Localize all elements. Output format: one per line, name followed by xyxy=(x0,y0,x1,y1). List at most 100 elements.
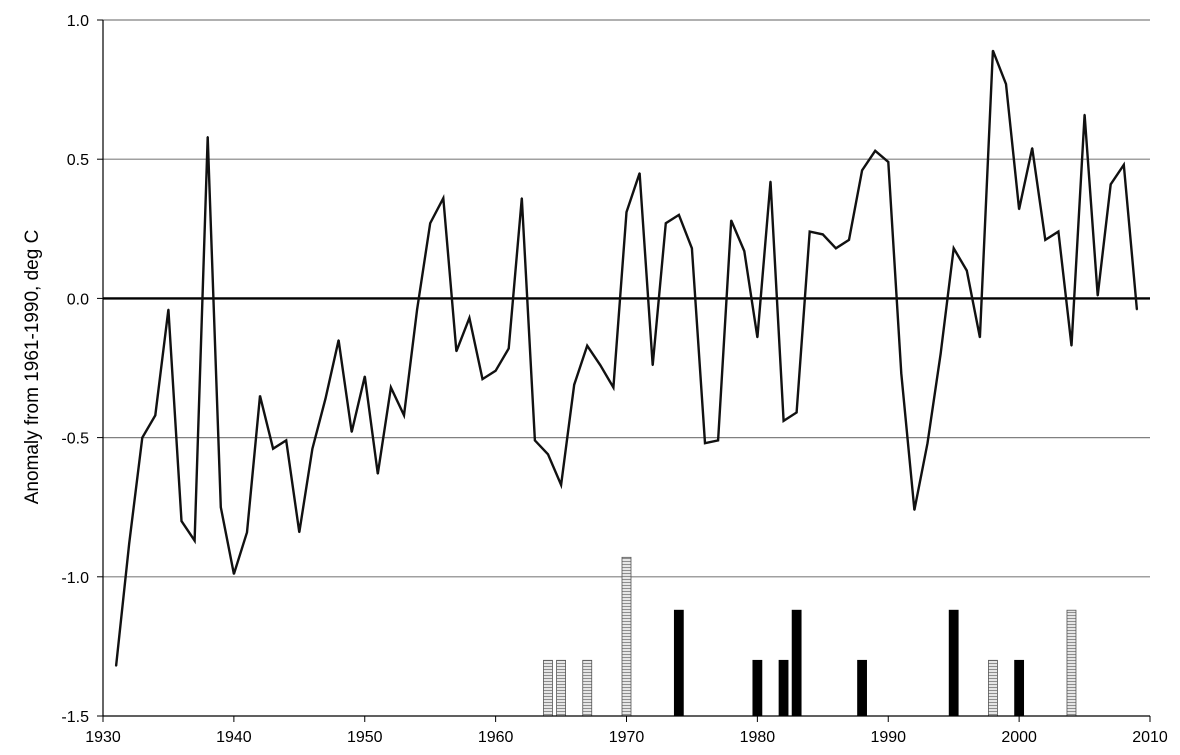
data-point xyxy=(219,506,222,509)
data-point xyxy=(704,442,706,445)
data-point xyxy=(285,439,288,442)
data-point xyxy=(573,383,576,386)
data-point xyxy=(756,336,759,339)
data-point xyxy=(429,222,432,225)
data-point xyxy=(808,230,811,233)
data-point xyxy=(259,394,261,397)
gridlines xyxy=(103,19,1150,578)
data-point xyxy=(952,247,955,250)
solid-bar xyxy=(752,659,763,717)
x-tick-label: 2000 xyxy=(1001,729,1037,746)
hatched-bar xyxy=(582,659,593,717)
data-point xyxy=(625,211,628,213)
data-point xyxy=(848,239,850,241)
data-point xyxy=(900,372,903,375)
data-point xyxy=(638,172,641,175)
data-point xyxy=(494,369,497,372)
data-point xyxy=(455,350,458,353)
data-point xyxy=(141,436,144,439)
data-point xyxy=(782,419,785,422)
data-point xyxy=(926,442,929,445)
data-point xyxy=(115,664,117,667)
anomaly-series xyxy=(114,49,1139,667)
data-point xyxy=(978,336,981,339)
data-point xyxy=(1083,113,1086,116)
y-axis-label: Anomaly from 1961-1990, deg C xyxy=(22,230,43,505)
x-tick-label: 1970 xyxy=(609,729,645,746)
data-point xyxy=(180,520,183,523)
data-point xyxy=(651,364,654,367)
data-point xyxy=(272,447,275,450)
data-point xyxy=(677,213,680,216)
data-point xyxy=(246,531,248,534)
x-tick-label: 1950 xyxy=(347,729,383,746)
hatched-bar xyxy=(988,659,998,717)
data-point xyxy=(717,439,720,442)
solid-bar xyxy=(673,609,684,717)
data-point xyxy=(206,136,209,138)
data-point xyxy=(533,439,536,442)
data-point xyxy=(1044,239,1047,241)
y-tick-label: -1.0 xyxy=(61,570,89,587)
data-point xyxy=(403,414,405,417)
data-point xyxy=(861,169,863,172)
y-tick-label: 0.5 xyxy=(67,152,89,169)
data-point xyxy=(743,250,746,252)
data-point xyxy=(298,531,301,534)
solid-bar xyxy=(791,609,802,717)
data-point xyxy=(507,347,510,350)
x-tick-label: 1960 xyxy=(478,729,514,746)
hatched-bar xyxy=(543,659,553,717)
data-point xyxy=(769,180,772,183)
y-tick-label: 0.0 xyxy=(67,291,89,308)
solid-bar xyxy=(778,659,789,717)
data-point xyxy=(1136,308,1138,311)
x-tick-label: 1940 xyxy=(216,729,252,746)
data-point xyxy=(337,339,340,342)
data-point xyxy=(939,353,942,355)
event-bars xyxy=(543,556,1077,717)
data-point xyxy=(992,49,994,52)
data-point xyxy=(376,472,379,475)
hatched-bar xyxy=(556,659,566,717)
x-tick-label: 1980 xyxy=(740,729,776,746)
data-point xyxy=(730,219,733,222)
y-tick-label: 1.0 xyxy=(67,13,89,30)
data-point xyxy=(520,197,523,200)
solid-bar xyxy=(1014,659,1025,717)
hatched-bar xyxy=(1066,609,1077,717)
data-point xyxy=(416,308,418,311)
data-point xyxy=(586,344,589,347)
x-tick-label: 1930 xyxy=(85,729,121,746)
data-point xyxy=(193,539,196,542)
data-point xyxy=(821,233,824,236)
data-point xyxy=(481,378,484,381)
data-point xyxy=(468,316,471,319)
data-point xyxy=(887,161,890,163)
data-point xyxy=(390,386,392,389)
data-point xyxy=(795,411,798,414)
data-point xyxy=(1122,163,1125,166)
data-point xyxy=(547,453,549,456)
solid-bar xyxy=(948,609,959,717)
data-point xyxy=(1005,83,1007,85)
x-tick-label: 1990 xyxy=(870,729,906,746)
data-point xyxy=(154,414,157,417)
solid-bar xyxy=(857,659,867,717)
data-point xyxy=(874,149,877,152)
data-point xyxy=(835,247,837,250)
data-point xyxy=(1096,294,1099,297)
data-point xyxy=(350,431,353,433)
data-point xyxy=(599,364,602,367)
data-point xyxy=(232,573,235,575)
data-point xyxy=(1070,344,1073,347)
data-point xyxy=(1031,147,1034,149)
data-point xyxy=(128,542,131,545)
data-point xyxy=(363,375,366,378)
data-point xyxy=(612,386,615,389)
data-point xyxy=(965,269,968,272)
data-point xyxy=(691,247,693,250)
data-point xyxy=(1109,183,1112,186)
data-point xyxy=(442,197,445,200)
